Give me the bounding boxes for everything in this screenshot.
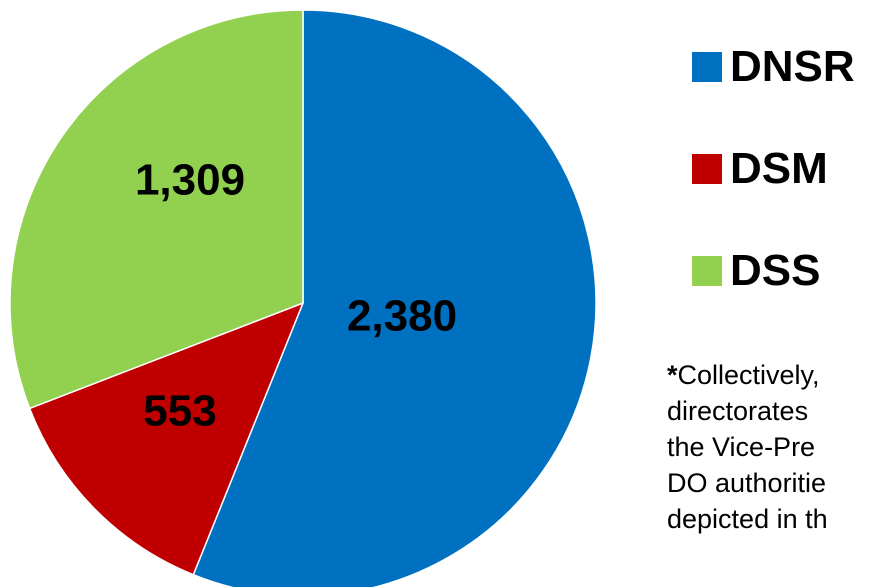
pie-slice-dsm [28,301,305,576]
legend-label-dnsr: DNSR [730,42,855,91]
pie-slices [9,9,597,587]
footnote-line-3: the Vice-Pre [667,432,816,462]
legend-swatch-dss [692,256,722,286]
chart-legend: DNSR DSM DSS [692,40,855,346]
legend-item-dss: DSS [692,244,855,298]
pie-slice-dss [9,9,304,410]
pie-chart: 2,380 553 1,309 [9,9,597,587]
legend-label-dsm: DSM [730,144,828,193]
legend-swatch-dnsr [692,52,722,82]
legend-item-dnsr: DNSR [692,40,855,94]
pie-value-labels: 2,380 553 1,309 [135,156,457,436]
footnote-line-1-text: Collectively, [677,360,820,390]
footnote-asterisk: * [667,360,678,390]
pie-value-label-dss: 1,309 [135,156,245,205]
footnote-line-1: *Collectively, [667,357,886,393]
legend-item-dsm: DSM [692,142,855,196]
legend-label-dss: DSS [730,246,821,295]
footnote-line-5: depicted in th [667,504,828,534]
pie-value-label-dsm: 553 [143,387,216,436]
footnote-line-2: directorates [667,396,809,426]
footnote: *Collectively, directorates the Vice-Pre… [667,357,886,537]
pie-value-label-dnsr: 2,380 [347,292,457,341]
legend-swatch-dsm [692,154,722,184]
pie-slice-dnsr [192,9,597,587]
footnote-line-4: DO authoritie [667,468,827,498]
